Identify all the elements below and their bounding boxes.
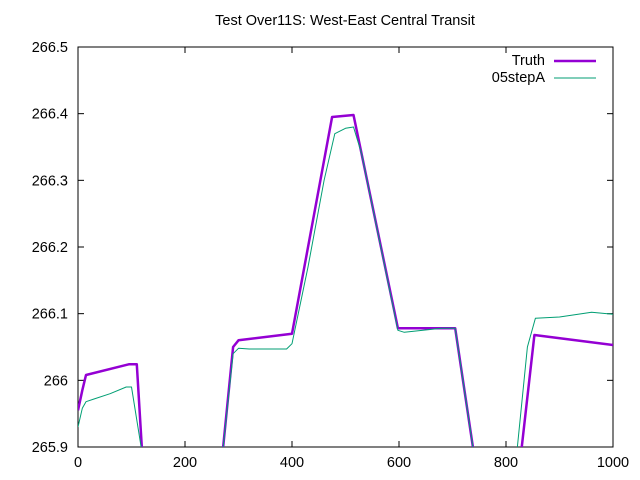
y-tick-label: 266.3 [32, 173, 68, 189]
series-line-truth [78, 113, 613, 447]
y-tick-label: 266.2 [32, 240, 68, 256]
legend-label-05stepa: 05stepA [492, 70, 546, 86]
legend-label-truth: Truth [512, 53, 545, 69]
ticks-layer: 265.9 266 266.1 266.2 266.3 266.4 266.5 0 200 400… [32, 40, 629, 471]
x-tick-label: 400 [280, 455, 304, 471]
legend: Truth 05stepA [492, 53, 596, 86]
x-tick-label: 800 [494, 455, 518, 471]
y-tick-label: 265.9 [32, 440, 68, 456]
series-line-05stepa [78, 126, 613, 447]
series-layer [78, 113, 613, 447]
chart-title: Test Over11S: West-East Central Transit [215, 13, 475, 29]
x-tick-label: 200 [173, 455, 197, 471]
y-tick-label: 266.4 [32, 107, 68, 123]
x-tick-label: 1000 [597, 455, 629, 471]
y-tick-label: 266.1 [32, 307, 68, 323]
y-tick-label: 266 [44, 373, 68, 389]
x-tick-label: 0 [74, 455, 82, 471]
x-tick-label: 600 [387, 455, 411, 471]
plot-border [77, 46, 614, 448]
y-tick-label: 266.5 [32, 40, 68, 56]
plot-area: 265.9 266 266.1 266.2 266.3 266.4 266.5 0 200 400… [32, 40, 629, 471]
